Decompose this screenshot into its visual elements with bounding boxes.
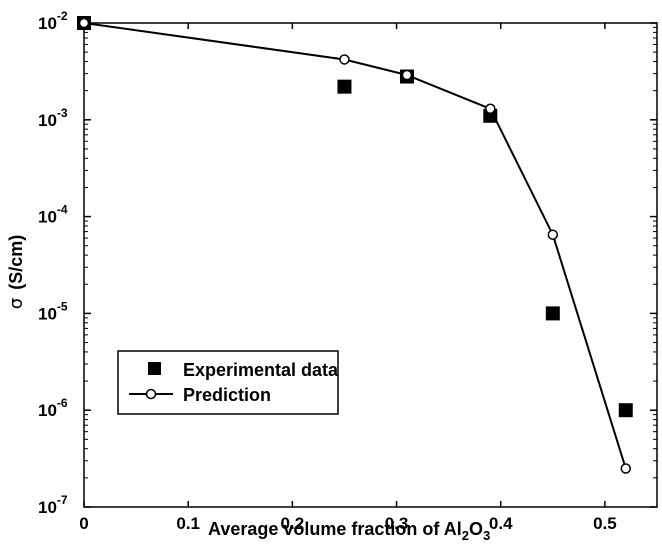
y-tick-label: 10-6 <box>38 396 68 420</box>
x-tick-label: 0.4 <box>489 514 513 533</box>
axes-box <box>83 22 658 508</box>
prediction-point <box>339 54 350 65</box>
prediction-point <box>401 69 413 81</box>
y-axis-title: σ (S/cm) <box>6 235 27 309</box>
legend-label-prediction: Prediction <box>183 385 271 405</box>
x-tick-label: 0.1 <box>176 514 200 533</box>
y-tick-label: 10-5 <box>38 299 68 323</box>
legend-label-experimental: Experimental data <box>183 360 339 380</box>
x-axis-title: Average volume fraction of Al2O3 <box>208 519 490 543</box>
x-axis: 0 0.1 0.2 0.3 0.4 0.5 <box>79 23 617 533</box>
prediction-point <box>78 17 90 29</box>
legend-box <box>117 350 339 415</box>
x-tick-label: 0 <box>79 514 88 533</box>
x-axis-title-main: Average volume fraction of Al <box>208 519 462 539</box>
legend-marker-experimental <box>148 362 161 375</box>
experimental-point <box>337 79 352 94</box>
x-axis-title-mid: O <box>469 519 483 539</box>
y-axis-title-unit: (S/cm) <box>6 235 26 290</box>
y-tick-label: 10-7 <box>38 493 68 517</box>
y-tick-label: 10-3 <box>38 106 68 130</box>
plot-area <box>83 22 658 508</box>
x-tick-label: 0.3 <box>385 514 409 533</box>
prediction-line <box>83 22 627 469</box>
y-tick-label: 10-2 <box>38 9 68 33</box>
x-tick-label: 0.5 <box>593 514 617 533</box>
prediction-point <box>547 229 559 240</box>
legend-marker-prediction <box>145 388 157 400</box>
experimental-point <box>618 403 633 418</box>
y-tick-label: 10-4 <box>38 203 68 227</box>
experimental-point <box>545 306 560 321</box>
y-axis-title-symbol: σ <box>6 298 27 309</box>
prediction-point <box>485 103 496 115</box>
x-tick-label: 0.2 <box>281 514 305 533</box>
series-layer <box>77 16 633 474</box>
prediction-point <box>620 463 631 474</box>
x-axis-title-sub1: 2 <box>462 528 469 543</box>
legend: Experimental data Prediction <box>117 350 339 415</box>
svg-text:σ(S/cm): σ (S/cm) <box>6 235 27 309</box>
x-axis-title-sub2: 3 <box>483 528 490 543</box>
